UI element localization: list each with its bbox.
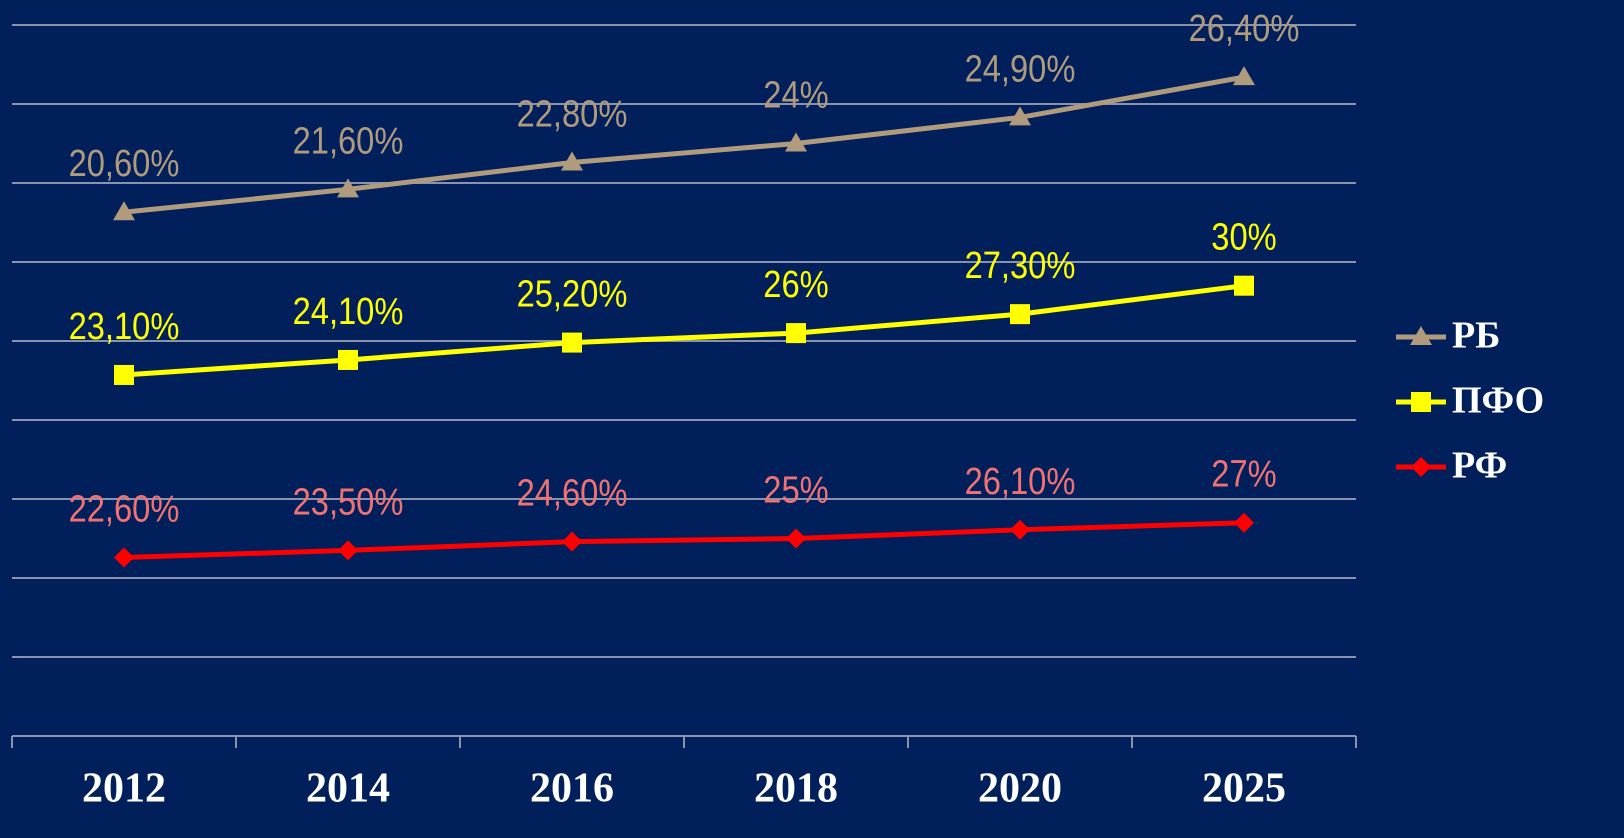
marker: [113, 201, 135, 221]
data-label: 23,10%: [69, 305, 180, 348]
data-label: 24,60%: [517, 471, 628, 514]
marker: [338, 540, 358, 561]
marker: [562, 531, 582, 552]
data-label: 27%: [1211, 452, 1276, 495]
x-tick-label: 2016: [530, 766, 614, 812]
marker: [338, 349, 358, 370]
data-label: 30%: [1211, 215, 1276, 258]
marker: [561, 151, 583, 171]
series-line: [123, 74, 1245, 215]
marker: [1410, 326, 1432, 345]
legend-label: РФ: [1452, 445, 1507, 487]
data-label: 22,60%: [69, 487, 180, 530]
data-label: 26%: [763, 263, 828, 306]
marker: [337, 178, 359, 198]
data-label: 24,10%: [293, 290, 404, 333]
marker: [1010, 304, 1030, 325]
marker: [1233, 66, 1255, 86]
series-line: [123, 520, 1245, 560]
marker: [786, 323, 806, 344]
data-label: 26,10%: [965, 460, 1076, 503]
x-tick-label: 2025: [1202, 766, 1286, 812]
data-label: 23,50%: [293, 480, 404, 523]
data-label: 20,60%: [69, 142, 180, 185]
marker: [1009, 106, 1031, 126]
data-label: 22,80%: [517, 92, 628, 135]
marker: [114, 547, 134, 568]
data-label: 24%: [763, 73, 828, 116]
x-tick-label: 2014: [306, 766, 390, 812]
marker: [1234, 275, 1254, 296]
data-label: 21,60%: [293, 119, 404, 162]
marker: [1010, 519, 1030, 540]
marker: [1411, 457, 1431, 477]
marker: [1411, 392, 1431, 412]
legend-label: ПФО: [1452, 380, 1544, 422]
legend-label: РБ: [1452, 315, 1500, 357]
marker: [786, 528, 806, 549]
series-line: [123, 283, 1245, 378]
data-label: 24,90%: [965, 47, 1076, 90]
marker: [1234, 512, 1254, 533]
marker: [785, 132, 807, 152]
x-tick-label: 2012: [82, 766, 166, 812]
marker: [114, 364, 134, 385]
x-tick-label: 2018: [754, 766, 838, 812]
marker: [562, 332, 582, 353]
data-label: 27,30%: [965, 244, 1076, 287]
x-tick-label: 2020: [978, 766, 1062, 812]
data-label: 25%: [763, 468, 828, 511]
data-label: 26,40%: [1189, 7, 1300, 50]
data-label: 25,20%: [517, 272, 628, 315]
